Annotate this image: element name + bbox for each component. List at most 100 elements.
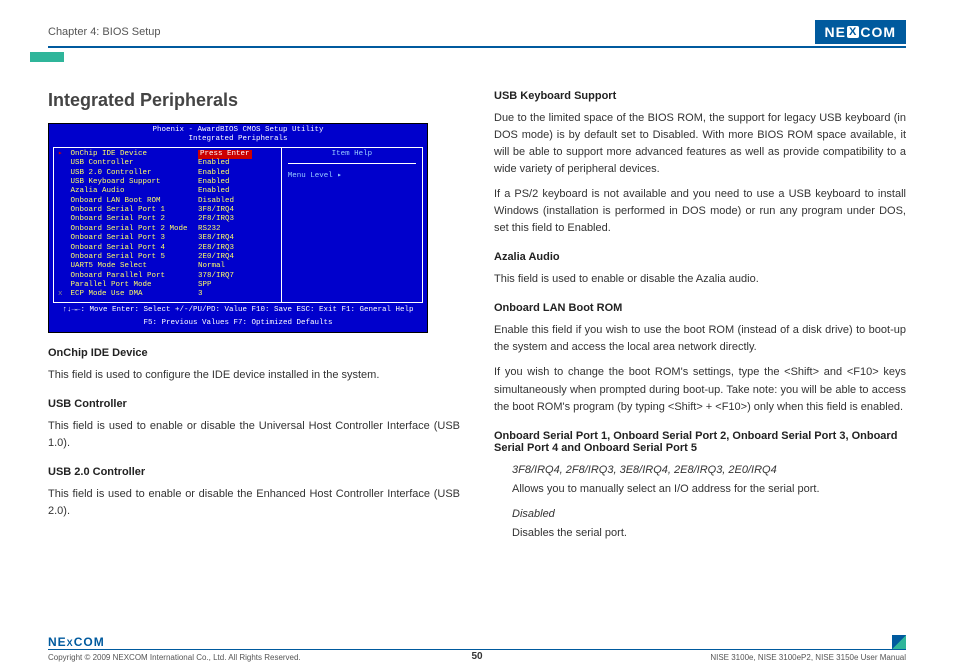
bios-setting-row: Azalia AudioEnabled (58, 187, 277, 196)
bios-row-arrow-icon (58, 262, 66, 271)
para-lan-boot-2: If you wish to change the boot ROM's set… (494, 364, 906, 415)
bios-body: ▸ OnChip IDE DevicePress Enter USB Contr… (53, 147, 423, 303)
bios-setting-key: Azalia Audio (66, 187, 198, 196)
bios-setting-value: 2E0/IRQ4 (198, 253, 234, 262)
bios-setting-value: SPP (198, 281, 212, 290)
para-lan-boot-1: Enable this field if you wish to use the… (494, 322, 906, 356)
bios-setting-row: x ECP Mode Use DMA3 (58, 290, 277, 299)
bios-setting-value: Enabled (198, 178, 230, 187)
serial-option-values: 3F8/IRQ4, 2F8/IRQ3, 3E8/IRQ4, 2E8/IRQ3, … (512, 462, 906, 479)
bios-setting-key: Onboard Serial Port 4 (66, 244, 198, 253)
heading-azalia: Azalia Audio (494, 251, 906, 263)
bios-setting-value: Disabled (198, 197, 234, 206)
bios-setting-value: RS232 (198, 225, 221, 234)
bios-row-arrow-icon (58, 244, 66, 253)
bios-setting-row: USB ControllerEnabled (58, 159, 277, 168)
bios-row-arrow-icon (58, 159, 66, 168)
bios-help-pane: Item Help Menu Level ▸ (282, 148, 422, 302)
bios-screenshot: Phoenix - AwardBIOS CMOS Setup Utility I… (48, 123, 428, 333)
logo-suffix: COM (860, 24, 896, 40)
header-rule (48, 46, 906, 48)
bios-setting-key: Onboard Serial Port 2 Mode (66, 225, 198, 234)
bios-setting-value: Normal (198, 262, 225, 271)
bios-setting-key: Onboard LAN Boot ROM (66, 197, 198, 206)
footer-rule (48, 649, 906, 651)
bios-setting-key: Onboard Serial Port 5 (66, 253, 198, 262)
left-column: Integrated Peripherals Phoenix - AwardBI… (48, 90, 460, 550)
bios-help-title: Item Help (288, 150, 416, 164)
bios-setting-value: Press Enter (198, 150, 252, 159)
heading-usb-controller: USB Controller (48, 398, 460, 410)
serial-option-disabled: Disabled (512, 506, 906, 523)
heading-lan-boot-rom: Onboard LAN Boot ROM (494, 302, 906, 314)
bios-setting-key: UART5 Mode Select (66, 262, 198, 271)
para-usb2-controller: This field is used to enable or disable … (48, 486, 460, 520)
right-column: USB Keyboard Support Due to the limited … (494, 90, 906, 550)
chapter-label: Chapter 4: BIOS Setup (48, 26, 161, 38)
bios-row-arrow-icon (58, 281, 66, 290)
page-number: 50 (471, 651, 482, 662)
heading-serial-ports: Onboard Serial Port 1, Onboard Serial Po… (494, 430, 906, 454)
bios-setting-row: Parallel Port ModeSPP (58, 281, 277, 290)
bios-row-arrow-icon (58, 215, 66, 224)
bios-setting-value: 2F8/IRQ3 (198, 215, 234, 224)
heading-usb2-controller: USB 2.0 Controller (48, 466, 460, 478)
bios-footer-line-2: F5: Previous Values F7: Optimized Defaul… (49, 318, 427, 331)
para-usb-controller: This field is used to enable or disable … (48, 418, 460, 452)
bios-footer-line-1: ↑↓→←: Move Enter: Select +/-/PU/PD: Valu… (49, 305, 427, 318)
bios-setting-row: Onboard Parallel Port378/IRQ7 (58, 272, 277, 281)
manual-title: NISE 3100e, NISE 3100eP2, NISE 3150e Use… (710, 653, 906, 662)
heading-usb-keyboard: USB Keyboard Support (494, 90, 906, 102)
bios-setting-row: Onboard Serial Port 13F8/IRQ4 (58, 206, 277, 215)
bios-row-arrow-icon (58, 225, 66, 234)
bios-row-arrow-icon: ▸ (58, 150, 66, 159)
bios-row-arrow-icon (58, 169, 66, 178)
bios-row-arrow-icon (58, 206, 66, 215)
bios-row-arrow-icon (58, 178, 66, 187)
bios-setting-row: UART5 Mode SelectNormal (58, 262, 277, 271)
bios-setting-key: Parallel Port Mode (66, 281, 198, 290)
logo-prefix: NE (825, 24, 846, 40)
bios-setting-key: Onboard Serial Port 2 (66, 215, 198, 224)
heading-onchip-ide: OnChip IDE Device (48, 347, 460, 359)
serial-option-values-desc: Allows you to manually select an I/O add… (512, 481, 906, 498)
bios-row-arrow-icon (58, 187, 66, 196)
bios-setting-key: Onboard Parallel Port (66, 272, 198, 281)
bios-setting-key: OnChip IDE Device (66, 150, 198, 159)
bios-setting-row: ▸ OnChip IDE DevicePress Enter (58, 150, 277, 159)
bios-row-arrow-icon (58, 197, 66, 206)
section-title: Integrated Peripherals (48, 90, 460, 111)
footer-square-icon (892, 635, 906, 649)
bios-setting-row: USB Keyboard SupportEnabled (58, 178, 277, 187)
bios-setting-value: 3E8/IRQ4 (198, 234, 234, 243)
bios-setting-row: Onboard Serial Port 42E8/IRQ3 (58, 244, 277, 253)
bios-settings-pane: ▸ OnChip IDE DevicePress Enter USB Contr… (54, 148, 282, 302)
logo-x: X (847, 26, 859, 38)
bios-setting-key: USB 2.0 Controller (66, 169, 198, 178)
bios-setting-key: Onboard Serial Port 3 (66, 234, 198, 243)
brand-logo: NE X COM (815, 20, 906, 44)
footer-logo-text: NEXCOM (48, 635, 105, 649)
content-columns: Integrated Peripherals Phoenix - AwardBI… (48, 90, 906, 550)
para-onchip-ide: This field is used to configure the IDE … (48, 367, 460, 384)
bios-setting-row: Onboard LAN Boot ROMDisabled (58, 197, 277, 206)
bios-setting-key: USB Controller (66, 159, 198, 168)
bios-setting-row: Onboard Serial Port 33E8/IRQ4 (58, 234, 277, 243)
bios-row-arrow-icon (58, 253, 66, 262)
bios-row-arrow-icon (58, 234, 66, 243)
para-azalia: This field is used to enable or disable … (494, 271, 906, 288)
bios-row-arrow-icon: x (58, 290, 66, 299)
footer-brand-logo: NEXCOM (48, 635, 105, 649)
bios-title-line-2: Integrated Peripherals (49, 135, 427, 146)
bios-setting-value: Enabled (198, 187, 230, 196)
bios-setting-row: Onboard Serial Port 52E0/IRQ4 (58, 253, 277, 262)
bios-menu-level: Menu Level ▸ (288, 172, 416, 181)
bios-setting-value: 2E8/IRQ3 (198, 244, 234, 253)
para-usb-keyboard-1: Due to the limited space of the BIOS ROM… (494, 110, 906, 178)
bios-setting-key: Onboard Serial Port 1 (66, 206, 198, 215)
page-header: Chapter 4: BIOS Setup NE X COM (48, 20, 906, 44)
bios-setting-value: 378/IRQ7 (198, 272, 234, 281)
bios-setting-value: 3 (198, 290, 203, 299)
bios-setting-key: USB Keyboard Support (66, 178, 198, 187)
bios-title-line-1: Phoenix - AwardBIOS CMOS Setup Utility (49, 124, 427, 135)
